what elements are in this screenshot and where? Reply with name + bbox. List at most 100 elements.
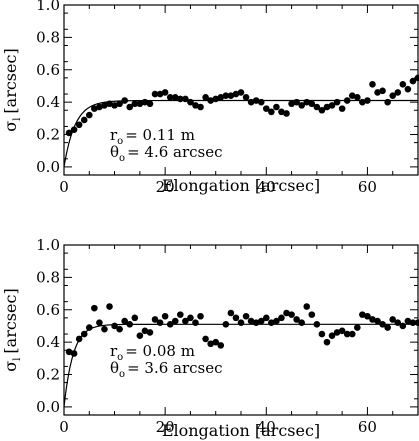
data-point xyxy=(101,325,108,333)
data-points xyxy=(65,74,419,137)
data-point xyxy=(242,93,250,101)
axis-ticks xyxy=(63,4,418,175)
data-point xyxy=(293,316,300,323)
data-point xyxy=(156,319,164,327)
data-point xyxy=(70,126,78,133)
data-point xyxy=(166,93,174,101)
data-point xyxy=(257,317,265,325)
data-point xyxy=(262,314,270,322)
data-point xyxy=(313,321,321,328)
data-point xyxy=(106,303,113,310)
data-point xyxy=(283,110,290,117)
y-tick-label: 1.0 xyxy=(36,236,60,254)
data-point xyxy=(177,311,184,318)
data-point xyxy=(384,324,391,331)
data-point xyxy=(212,95,220,103)
data-point xyxy=(414,74,419,82)
data-point xyxy=(328,332,336,339)
data-point xyxy=(389,316,397,323)
data-point xyxy=(85,111,93,119)
data-point xyxy=(308,311,316,318)
data-point xyxy=(232,314,240,322)
data-point xyxy=(141,98,149,106)
data-point xyxy=(227,309,235,317)
data-point xyxy=(136,332,144,339)
data-point xyxy=(369,81,376,88)
data-point xyxy=(404,85,412,93)
data-point xyxy=(303,303,311,310)
data-point xyxy=(192,102,199,109)
data-point xyxy=(288,311,295,318)
data-point xyxy=(389,92,397,99)
data-point xyxy=(237,89,245,96)
data-point xyxy=(187,314,194,322)
data-point xyxy=(217,342,225,349)
data-point xyxy=(111,102,118,109)
y-tick-label: 1.0 xyxy=(36,0,60,14)
data-point xyxy=(232,90,240,98)
x-tick-label: 0 xyxy=(59,418,69,436)
data-point xyxy=(409,77,417,85)
data-point xyxy=(328,102,336,109)
data-point xyxy=(379,87,386,95)
data-point xyxy=(96,103,103,111)
data-point xyxy=(161,89,169,96)
data-point xyxy=(323,103,331,111)
data-point xyxy=(146,329,154,336)
data-point xyxy=(91,105,98,112)
data-point xyxy=(262,105,270,112)
theta0-annotation: θo = 4.6 arcsec xyxy=(110,143,223,164)
y-tick-label: 0.4 xyxy=(36,93,60,111)
data-point xyxy=(116,100,123,108)
data-point xyxy=(268,319,275,327)
data-point xyxy=(298,102,305,109)
data-point xyxy=(323,338,331,346)
x-tick-label: 40 xyxy=(257,418,276,436)
data-point xyxy=(394,89,402,96)
y-tick-label: 0.8 xyxy=(36,268,60,286)
y-tick-labels: 0.0 0.2 0.4 0.6 0.8 1.0 xyxy=(36,236,60,416)
data-point xyxy=(136,100,144,108)
data-point xyxy=(151,90,159,98)
data-point xyxy=(131,314,139,322)
data-point xyxy=(404,317,412,325)
data-point xyxy=(141,327,149,335)
data-point xyxy=(96,319,103,327)
data-point xyxy=(202,335,209,343)
x-axis-title: Elongation [arcsec] xyxy=(162,176,320,195)
y-tick-labels: 0.0 0.2 0.4 0.6 0.8 1.0 xyxy=(36,0,60,176)
data-point xyxy=(318,106,326,114)
y-axis-title: σl[arcsec] xyxy=(1,288,23,371)
data-point xyxy=(374,89,381,96)
y-tick-label: 0.2 xyxy=(36,366,60,384)
data-point xyxy=(273,317,280,325)
data-point xyxy=(91,304,98,312)
r0-annotation: ro = 0.08 m xyxy=(110,342,195,363)
data-point xyxy=(182,317,189,325)
data-point xyxy=(333,98,341,106)
data-point xyxy=(247,98,255,106)
data-point xyxy=(268,108,275,116)
data-points xyxy=(65,303,419,357)
data-point xyxy=(80,116,88,124)
data-point xyxy=(75,121,83,129)
data-point xyxy=(131,100,139,108)
data-point xyxy=(156,90,164,98)
data-point xyxy=(207,340,214,348)
data-point xyxy=(151,316,159,323)
data-point xyxy=(288,100,295,108)
data-point xyxy=(364,312,371,320)
data-point xyxy=(182,95,189,103)
x-tick-labels: 0 20 40 60 xyxy=(59,418,377,436)
data-point xyxy=(354,324,361,331)
data-point xyxy=(101,102,108,109)
data-point xyxy=(359,311,366,318)
data-point xyxy=(318,330,326,338)
data-point xyxy=(65,348,73,356)
data-point xyxy=(75,335,83,343)
data-point xyxy=(197,103,204,111)
data-point xyxy=(384,98,391,106)
data-point xyxy=(364,97,371,104)
x-tick-labels: 0 20 40 60 xyxy=(59,178,377,196)
